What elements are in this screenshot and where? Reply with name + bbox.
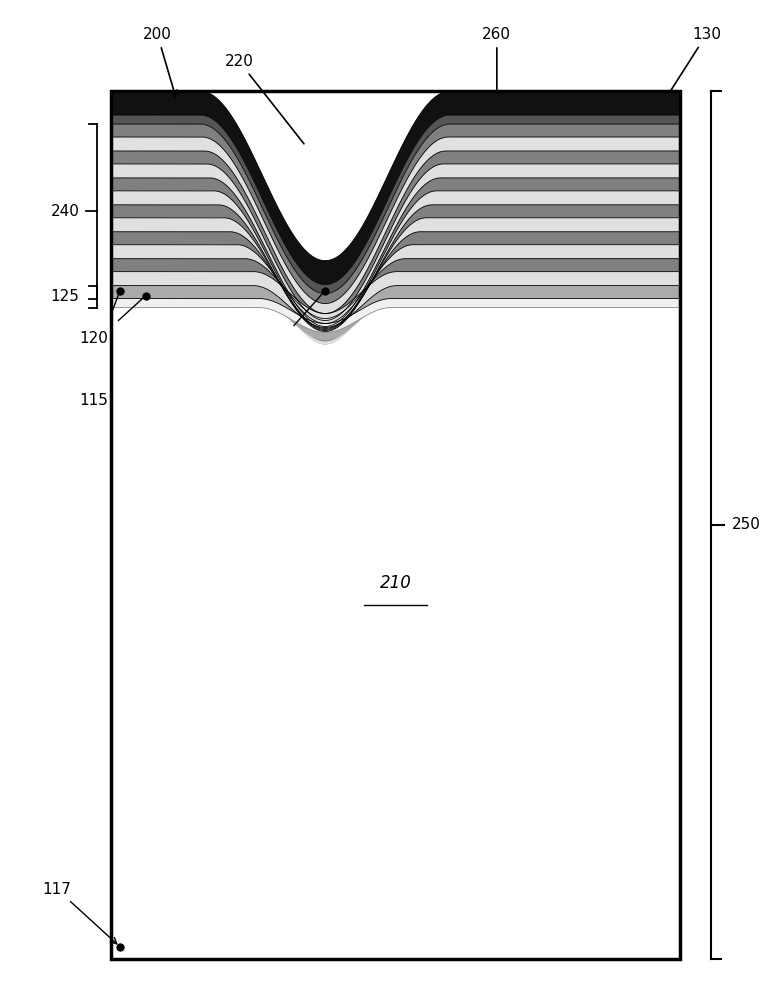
Polygon shape bbox=[110, 137, 680, 318]
Polygon shape bbox=[110, 286, 680, 340]
Polygon shape bbox=[110, 164, 680, 334]
Text: 125: 125 bbox=[51, 289, 79, 304]
Polygon shape bbox=[110, 259, 680, 331]
Polygon shape bbox=[110, 272, 680, 327]
Polygon shape bbox=[110, 205, 680, 344]
Polygon shape bbox=[110, 91, 680, 285]
Text: 210: 210 bbox=[380, 574, 411, 592]
Text: 200: 200 bbox=[143, 27, 177, 97]
Polygon shape bbox=[110, 151, 680, 326]
Polygon shape bbox=[110, 232, 680, 341]
Bar bbox=[110, 91, 680, 959]
Text: 120: 120 bbox=[79, 331, 108, 346]
Polygon shape bbox=[110, 218, 680, 344]
Text: 260: 260 bbox=[482, 27, 511, 91]
Text: 130: 130 bbox=[670, 27, 721, 92]
Text: 240: 240 bbox=[51, 204, 79, 219]
Text: 250: 250 bbox=[731, 517, 760, 532]
Text: 220: 220 bbox=[225, 54, 304, 144]
Text: 117: 117 bbox=[43, 882, 117, 944]
Polygon shape bbox=[110, 191, 680, 343]
Polygon shape bbox=[110, 178, 680, 339]
Text: 115: 115 bbox=[79, 393, 108, 408]
Polygon shape bbox=[110, 245, 680, 337]
Polygon shape bbox=[110, 299, 680, 332]
Bar bbox=[110, 91, 680, 959]
Polygon shape bbox=[110, 124, 680, 307]
Polygon shape bbox=[110, 115, 680, 294]
